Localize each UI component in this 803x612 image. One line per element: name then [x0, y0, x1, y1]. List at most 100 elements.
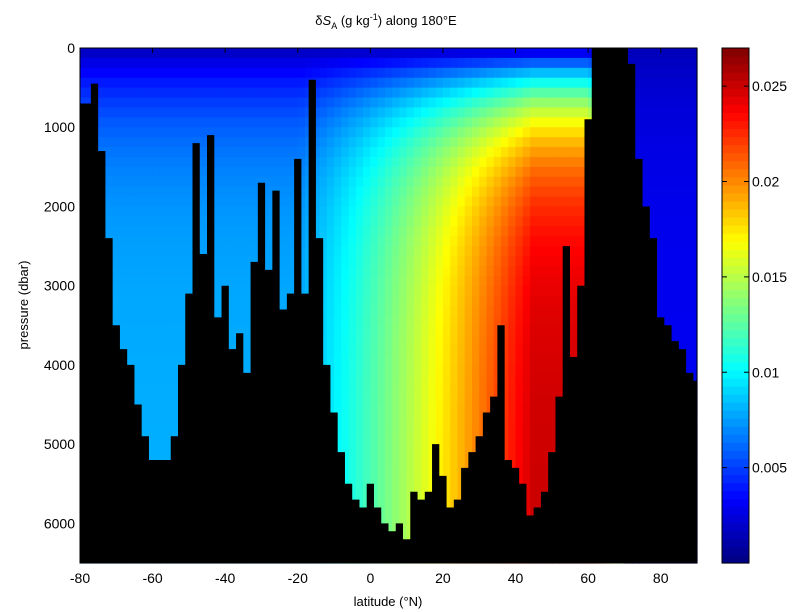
- heatmap-cell: [428, 236, 437, 247]
- heatmap-cell: [275, 147, 284, 158]
- heatmap-cell: [167, 255, 175, 267]
- heatmap-cell: [464, 87, 473, 99]
- heatmap-cell: [101, 117, 110, 128]
- heatmap-cell: [225, 57, 234, 69]
- heatmap-cell: [290, 87, 299, 99]
- heatmap-cell: [421, 117, 430, 128]
- heatmap-cell: [413, 226, 422, 237]
- heatmap-cell: [406, 48, 415, 59]
- heatmap-cell: [537, 444, 546, 455]
- heatmap-cell: [130, 335, 139, 346]
- heatmap-cell: [660, 246, 669, 257]
- heatmap-cell: [326, 374, 335, 386]
- heatmap-cell: [210, 295, 219, 307]
- heatmap-cell: [196, 97, 204, 109]
- heatmap-cell: [559, 48, 567, 59]
- heatmap-cell: [159, 77, 168, 89]
- heatmap-cell: [406, 414, 415, 425]
- heatmap-cell: [384, 97, 393, 109]
- heatmap-cell: [123, 275, 132, 287]
- heatmap-cell: [559, 137, 567, 148]
- heatmap-cell: [246, 246, 255, 257]
- heatmap-cell: [508, 117, 517, 128]
- heatmap-cell: [421, 255, 430, 267]
- heatmap-cell: [341, 473, 350, 485]
- heatmap-cell: [167, 137, 175, 148]
- heatmap-cell: [312, 48, 321, 59]
- heatmap-cell: [232, 156, 241, 168]
- heatmap-cell: [501, 355, 509, 366]
- heatmap-cell: [159, 156, 168, 168]
- colorbar-segment: [722, 329, 749, 339]
- heatmap-cell: [413, 166, 422, 178]
- heatmap-cell: [508, 404, 517, 416]
- heatmap-cell: [442, 67, 451, 79]
- heatmap-cell: [544, 48, 553, 59]
- heatmap-cell: [638, 67, 647, 79]
- heatmap-cell: [363, 454, 371, 465]
- heatmap-cell: [377, 444, 386, 455]
- heatmap-cell: [435, 127, 444, 138]
- heatmap-cell: [675, 236, 684, 247]
- heatmap-cell: [326, 384, 335, 396]
- heatmap-cell: [667, 206, 676, 217]
- heatmap-cell: [442, 454, 451, 465]
- heatmap-cell: [413, 473, 422, 485]
- heatmap-cell: [297, 117, 306, 128]
- heatmap-cell: [501, 335, 509, 346]
- heatmap-cell: [334, 444, 342, 455]
- heatmap-cell: [355, 246, 364, 257]
- heatmap-cell: [638, 107, 647, 118]
- heatmap-cell: [239, 206, 248, 217]
- heatmap-cell: [435, 454, 444, 465]
- heatmap-cell: [493, 206, 502, 217]
- heatmap-cell: [80, 97, 88, 109]
- heatmap-cell: [392, 513, 400, 524]
- colorbar-segment: [722, 225, 749, 234]
- heatmap-cell: [370, 444, 379, 455]
- heatmap-cell: [508, 48, 517, 59]
- heatmap-cell: [493, 275, 502, 287]
- heatmap-cell: [530, 117, 538, 128]
- heatmap-cell: [283, 57, 292, 69]
- heatmap-cell: [130, 67, 139, 79]
- heatmap-cell: [370, 384, 379, 396]
- heatmap-cell: [138, 394, 146, 406]
- colorbar-segment: [722, 72, 749, 81]
- heatmap-cell: [450, 483, 459, 495]
- heatmap-cell: [399, 186, 408, 198]
- heatmap-cell: [428, 87, 437, 99]
- heatmap-cell: [435, 255, 444, 267]
- heatmap-cell: [116, 57, 125, 69]
- heatmap-cell: [268, 127, 277, 138]
- heatmap-cell: [537, 335, 546, 346]
- heatmap-cell: [530, 196, 538, 208]
- heatmap-cell: [399, 513, 408, 524]
- heatmap-cell: [138, 295, 146, 307]
- heatmap-cell: [486, 305, 495, 316]
- heatmap-cell: [471, 265, 480, 277]
- heatmap-cell: [530, 345, 538, 356]
- heatmap-cell: [370, 424, 379, 435]
- heatmap-cell: [370, 454, 379, 465]
- heatmap-cell: [145, 275, 154, 287]
- heatmap-cell: [573, 147, 582, 158]
- heatmap-cell: [428, 285, 437, 297]
- heatmap-cell: [471, 285, 480, 297]
- heatmap-cell: [486, 236, 495, 247]
- heatmap-cell: [464, 147, 473, 158]
- heatmap-cell: [312, 176, 321, 188]
- heatmap-cell: [130, 265, 139, 277]
- heatmap-cell: [530, 493, 538, 505]
- heatmap-cell: [566, 335, 575, 346]
- heatmap-cell: [217, 67, 226, 79]
- heatmap-cell: [646, 216, 655, 227]
- heatmap-cell: [457, 127, 466, 138]
- heatmap-cell: [130, 147, 139, 158]
- heatmap-cell: [638, 97, 647, 109]
- heatmap-cell: [392, 374, 400, 386]
- heatmap-cell: [508, 196, 517, 208]
- heatmap-cell: [377, 374, 386, 386]
- y-tick-label: 6000: [44, 515, 75, 531]
- heatmap-cell: [682, 255, 691, 267]
